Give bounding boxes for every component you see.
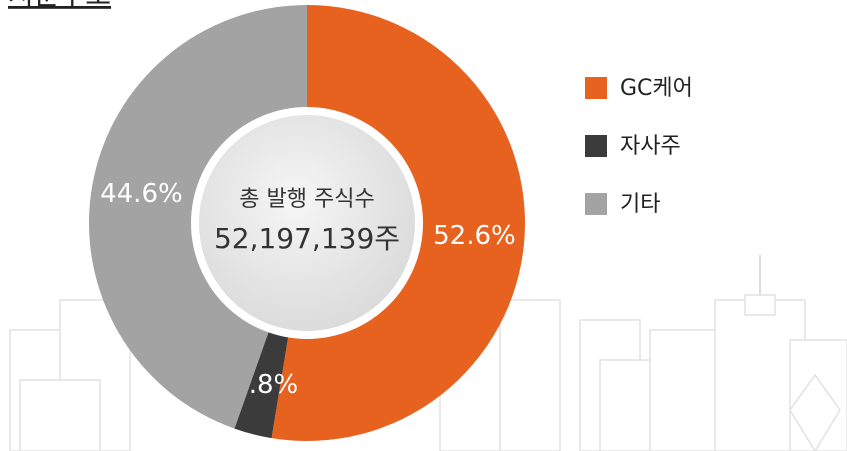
center-title: 총 발행 주식수 [239,187,374,212]
legend-swatch [585,193,607,215]
chart-title: 지분구조 [8,0,111,11]
center-value: 52,197,139주 [214,222,400,255]
value-label: 52.6% [433,221,516,251]
legend-swatch [585,135,607,157]
legend-label: 자사주 [620,134,681,159]
value-label: 44.6% [100,179,183,209]
legend-label: 기타 [620,192,660,217]
legend-swatch [585,77,607,99]
legend-label: GC케어 [620,76,693,101]
chart: 지분구조 52.6%2.8%44.6% 총 발행 주식수 52,197,139주… [0,0,847,451]
